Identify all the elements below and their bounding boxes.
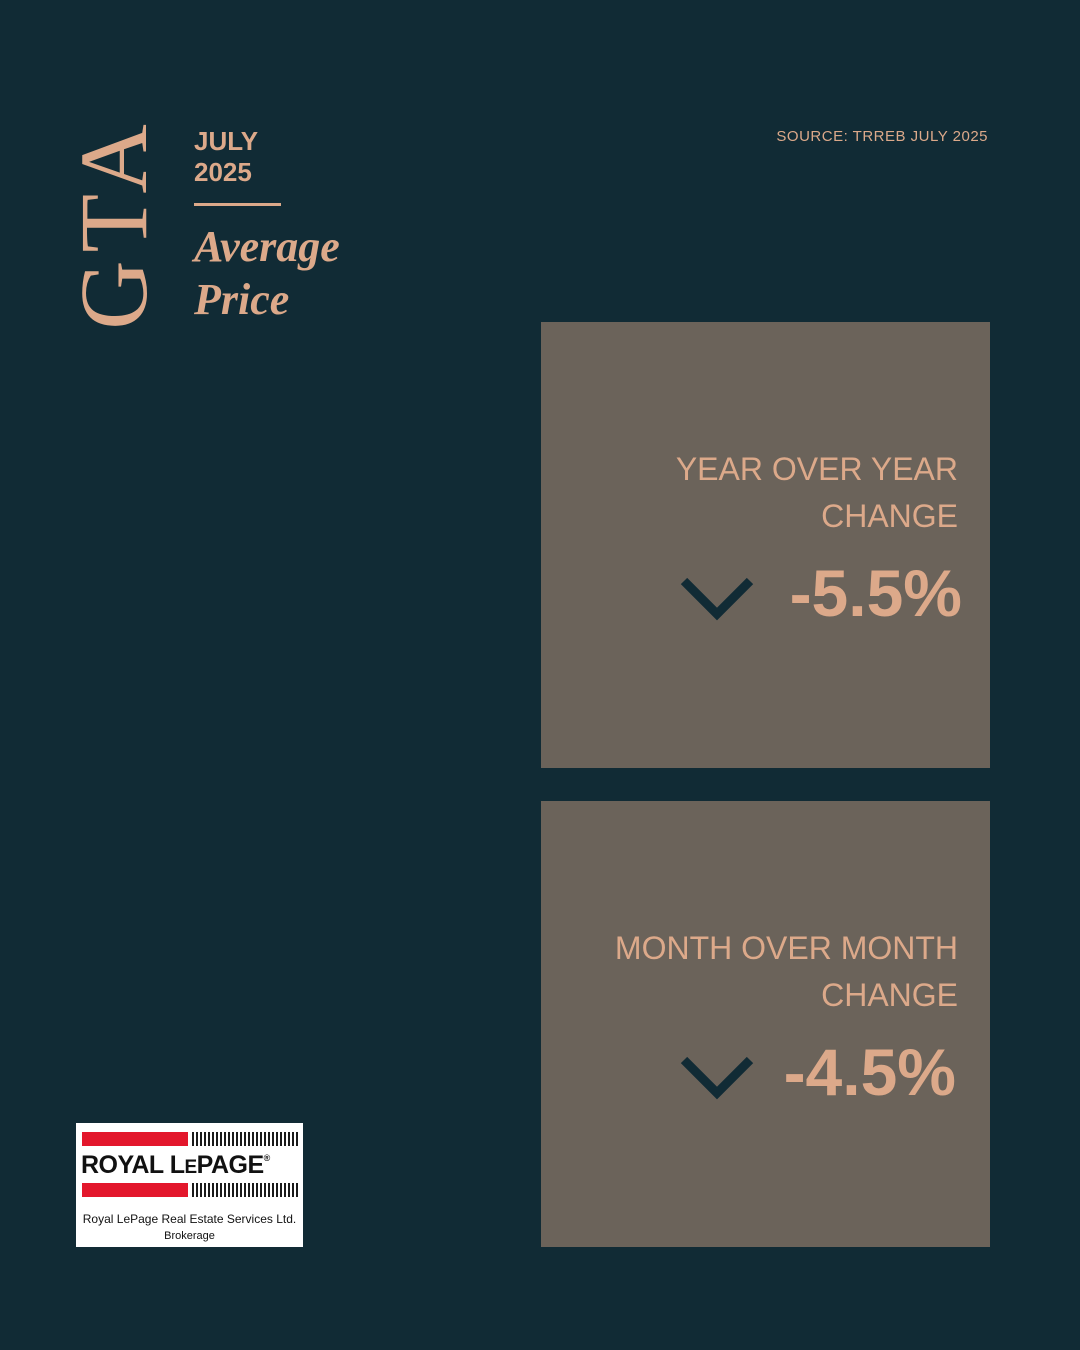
logo-company-type: Brokerage: [164, 1230, 215, 1242]
card-label-line-1: YEAR OVER YEAR: [675, 451, 958, 487]
chevron-down-icon: [680, 577, 754, 621]
month-over-month-card: MONTH OVER MONTH CHANGE -4.5%: [541, 801, 990, 1247]
year-over-year-card: YEAR OVER YEAR CHANGE -5.5%: [541, 322, 990, 768]
card-label-line-2: CHANGE: [821, 498, 958, 534]
brokerage-logo: ROYAL LEPAGE® Royal LePage Real Estate S…: [76, 1123, 303, 1247]
region-title-text: GTA: [60, 116, 168, 330]
title-divider: [194, 203, 281, 206]
registered-mark: ®: [263, 1153, 271, 1163]
logo-red-bar: [82, 1183, 188, 1197]
logo-brand-name: ROYAL LEPAGE®: [81, 1151, 271, 1179]
change-value: -4.5%: [783, 1035, 956, 1109]
page-title-line-1: Average: [194, 222, 340, 271]
chevron-down-icon: [680, 1056, 754, 1100]
card-label-line-2: CHANGE: [821, 977, 958, 1013]
logo-stripes: [192, 1183, 298, 1197]
report-year: 2025: [194, 157, 252, 187]
page-title-line-2: Price: [194, 275, 290, 324]
source-note: SOURCE: TRREB JULY 2025: [776, 128, 988, 145]
card-label-line-1: MONTH OVER MONTH: [614, 930, 958, 966]
change-value: -5.5%: [789, 556, 962, 630]
logo-stripes: [192, 1132, 298, 1146]
logo-company-name: Royal LePage Real Estate Services Ltd.: [82, 1212, 297, 1226]
region-title: GTA: [60, 116, 167, 330]
report-month: JULY: [194, 126, 259, 156]
logo-red-bar: [82, 1132, 188, 1146]
